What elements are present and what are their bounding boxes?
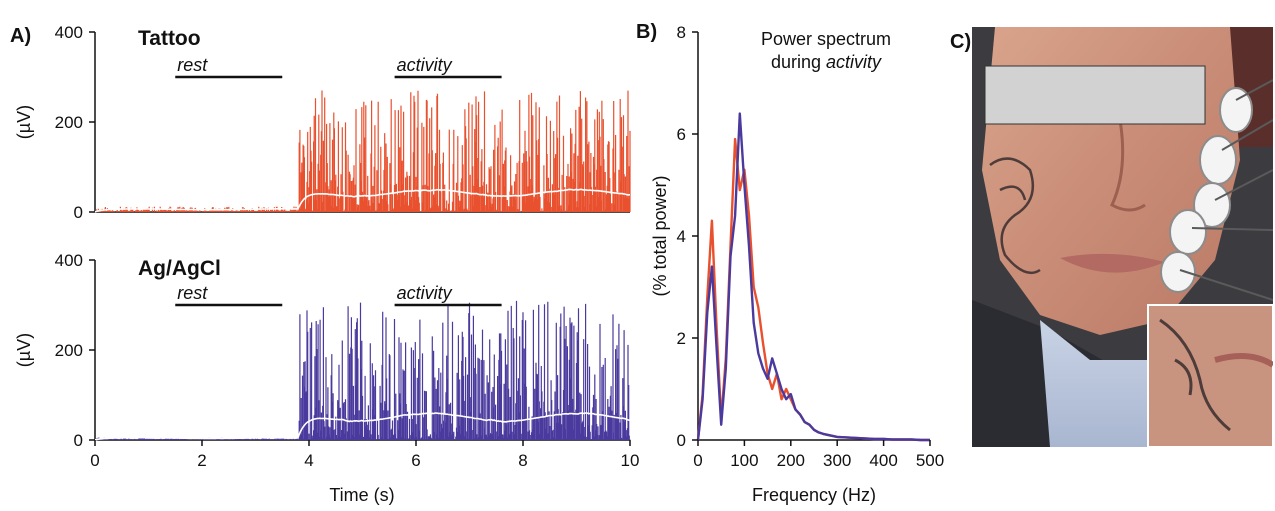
agagcl-trace-marks xyxy=(94,300,631,441)
x-tick-label: 10 xyxy=(621,451,640,470)
y-tick-label: 4 xyxy=(677,227,686,246)
y-tick-label: 400 xyxy=(55,251,83,270)
y-tick-label: 400 xyxy=(55,23,83,42)
tattoo-electrode-traces xyxy=(989,157,1041,275)
y-tick-label: 6 xyxy=(677,125,686,144)
electrode xyxy=(1193,182,1231,228)
spectrum-title-line1: Power spectrum xyxy=(761,29,891,49)
y-tick-label: 200 xyxy=(55,113,83,132)
activity-label: activity xyxy=(397,55,453,75)
zoom-inset xyxy=(1147,304,1273,447)
y-tick-label: 200 xyxy=(55,341,83,360)
panel-label-c: C) xyxy=(950,31,971,53)
spectrum-title-prefix: during xyxy=(771,52,826,72)
agagcl-emg-signal xyxy=(94,300,631,440)
face-electrode-photo xyxy=(972,27,1273,447)
agagcl-title: Ag/AgCl xyxy=(138,257,221,280)
tattoo-y-axis-label: (µV) xyxy=(14,105,34,139)
spectrum-x-axis-label: Frequency (Hz) xyxy=(752,485,876,505)
activity-label: activity xyxy=(397,283,453,303)
rest-label: rest xyxy=(177,283,208,303)
lips xyxy=(1060,253,1165,273)
x-tick-label: 500 xyxy=(916,451,944,470)
y-tick-label: 0 xyxy=(74,203,83,222)
y-tick-label: 2 xyxy=(677,329,686,348)
inset-tattoo-trace xyxy=(1159,318,1231,432)
electrode xyxy=(1199,135,1237,185)
panel-label-a: A) xyxy=(10,25,31,47)
rest-label: rest xyxy=(177,55,208,75)
tattoo-rms-envelope xyxy=(94,188,631,213)
panel-label-b: B) xyxy=(636,21,657,43)
tattoo-emg-trace-chart: 0 200 400 Tattoo (µV) rest activity xyxy=(14,23,631,222)
agagcl-annotations: rest activity xyxy=(175,283,502,307)
power-spectrum-chart: 0 2 4 6 8 0 100 200 300 400 500 Power spectrum dur… xyxy=(650,23,944,505)
nose-outline xyxy=(1110,119,1146,212)
y-tick-label: 0 xyxy=(74,431,83,450)
x-tick-label: 0 xyxy=(90,451,99,470)
spectrum-ticks: 0 2 4 6 8 0 100 200 300 400 500 xyxy=(677,23,945,470)
x-tick-label: 400 xyxy=(869,451,897,470)
tattoo-y-ticks: 0 200 400 xyxy=(55,23,95,222)
spectrum-series-line-1 xyxy=(696,137,930,442)
time-x-axis-label: Time (s) xyxy=(329,485,394,505)
agagcl-y-axis-label: (µV) xyxy=(14,333,34,367)
tattoo-annotations: rest activity xyxy=(175,55,502,79)
x-tick-label: 300 xyxy=(823,451,851,470)
x-tick-label: 0 xyxy=(693,451,702,470)
x-tick-label: 100 xyxy=(730,451,758,470)
electrode xyxy=(1219,87,1253,133)
y-tick-label: 8 xyxy=(677,23,686,42)
electrode xyxy=(1160,251,1196,293)
x-tick-label: 4 xyxy=(304,451,313,470)
x-tick-label: 2 xyxy=(197,451,206,470)
spectrum-series-lines xyxy=(696,112,930,442)
electrode-leads xyxy=(1179,79,1273,301)
inset-lip xyxy=(1214,353,1273,368)
spectrum-y-axis-label: (% total power) xyxy=(650,175,670,296)
tattoo-title: Tattoo xyxy=(138,27,201,50)
tattoo-emg-signal xyxy=(94,90,631,212)
electrode xyxy=(1169,209,1207,255)
spectrum-series-line-2 xyxy=(696,112,930,442)
spectrum-title-line2: during activity xyxy=(771,52,882,72)
x-tick-label: 200 xyxy=(777,451,805,470)
y-tick-label: 0 xyxy=(677,431,686,450)
agagcl-emg-trace-chart: 0 200 400 0 2 4 6 8 10 Ag/AgCl (µV) Time (s) res… xyxy=(14,251,639,505)
agagcl-rms-envelope xyxy=(94,412,631,441)
agagcl-ticks: 0 200 400 0 2 4 6 8 10 xyxy=(55,251,640,470)
spectrum-title-emph: activity xyxy=(826,52,882,72)
x-tick-label: 8 xyxy=(518,451,527,470)
eye-redaction-bar xyxy=(984,65,1206,125)
tattoo-trace-marks xyxy=(94,90,631,213)
x-tick-label: 6 xyxy=(411,451,420,470)
